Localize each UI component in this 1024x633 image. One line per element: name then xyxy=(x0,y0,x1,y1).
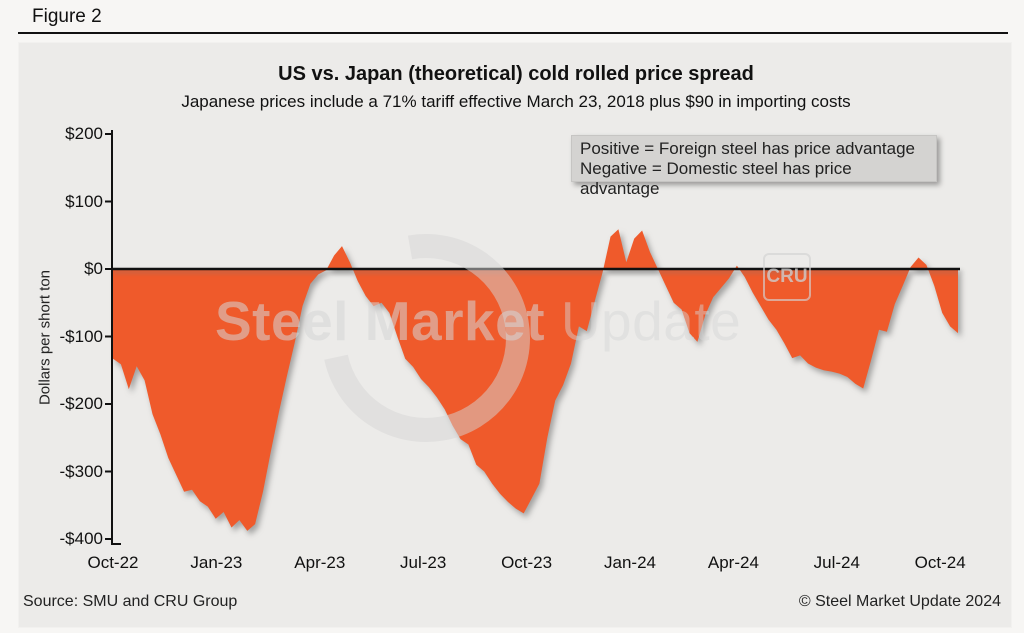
x-tick-label: Apr-24 xyxy=(707,553,759,572)
price-spread-area-chart xyxy=(105,130,960,545)
x-tick-label: Jan-23 xyxy=(190,553,243,572)
x-tick-label: Oct-23 xyxy=(501,553,553,572)
chart-title: US vs. Japan (theoretical) cold rolled p… xyxy=(278,63,754,85)
legend-line-positive: Positive = Foreign steel has price advan… xyxy=(580,139,916,158)
y-tick-label: -$300 xyxy=(59,461,103,481)
legend-box: Positive = Foreign steel has price advan… xyxy=(571,135,937,198)
copyright-note: © Steel Market Update 2024 xyxy=(798,593,1001,610)
y-tick-label: $0 xyxy=(84,259,103,278)
price-spread-area xyxy=(113,229,958,531)
x-tick-label: Jul-24 xyxy=(813,553,860,572)
top-rule-divider xyxy=(18,32,1008,34)
x-tick-label: Oct-24 xyxy=(914,553,966,572)
x-tick-label: Jul-23 xyxy=(400,553,447,572)
y-tick-label: -$200 xyxy=(59,394,103,413)
chart-panel: US vs. Japan (theoretical) cold rolled p… xyxy=(18,42,1012,628)
x-tick-label: Apr-23 xyxy=(294,553,346,572)
y-tick-label: -$100 xyxy=(59,326,103,346)
chart-subtitle: Japanese prices include a 71% tariff eff… xyxy=(181,92,851,111)
x-tick-label: Jan-24 xyxy=(604,553,656,572)
y-tick-label: $100 xyxy=(65,191,103,211)
y-tick-label: -$400 xyxy=(59,529,103,548)
y-tick-label: $200 xyxy=(65,124,103,143)
source-note: Source: SMU and CRU Group xyxy=(23,593,238,610)
legend-line-negative: Negative = Domestic steel has price adva… xyxy=(580,159,852,198)
smu-swoosh-watermark xyxy=(322,234,530,442)
x-tick-label: Oct-22 xyxy=(87,553,139,572)
figure-label: Figure 2 xyxy=(32,6,102,27)
